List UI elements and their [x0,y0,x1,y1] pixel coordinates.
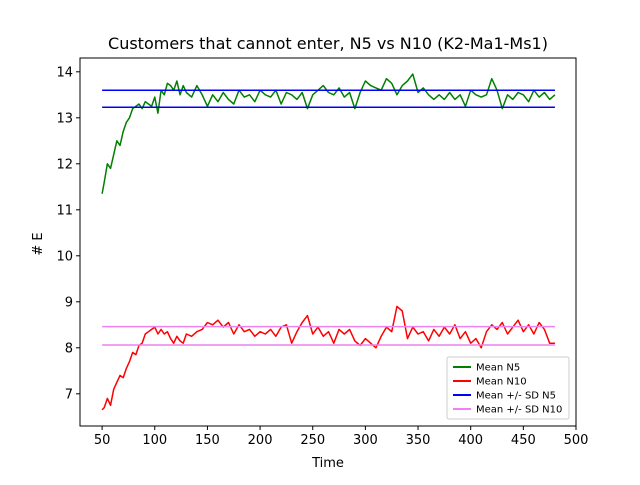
x-tick-label-100: 100 [142,433,167,448]
x-axis-label: Time [311,456,344,471]
legend-label-mean-sd-n5: Mean +/- SD N5 [476,391,556,402]
legend-label-mean-n10: Mean N10 [476,377,527,388]
y-tick-label-11: 11 [56,203,73,218]
x-tick-label-400: 400 [458,433,483,448]
x-tick-label-250: 250 [300,433,325,448]
y-axis-label: # E [31,232,46,255]
y-tick-label-8: 8 [65,341,73,356]
x-tick-label-300: 300 [353,433,378,448]
legend-label-mean-n5: Mean N5 [476,363,520,374]
x-tick-label-200: 200 [248,433,273,448]
y-tick-label-9: 9 [65,295,73,310]
series-mean-n5-line [101,73,556,194]
x-tick-label-500: 500 [564,433,589,448]
y-tick-label-14: 14 [56,65,73,80]
chart-title: Customers that cannot enter, N5 vs N10 (… [108,34,548,53]
legend-label-mean-sd-n10: Mean +/- SD N10 [476,405,562,416]
y-tick-label-10: 10 [56,249,73,264]
y-tick-label-13: 13 [56,111,73,126]
plot-area: 50 100 150 200 250 300 350 400 450 500 7 8 9 10 11 12 13… [56,57,589,448]
x-tick-label-50: 50 [94,433,111,448]
legend-box [446,356,570,420]
x-tick-label-150: 150 [195,433,220,448]
plot-frame [79,57,577,427]
x-tick-label-450: 450 [511,433,536,448]
x-tick-label-350: 350 [406,433,431,448]
y-tick-label-7: 7 [65,387,73,402]
y-tick-label-12: 12 [56,157,73,172]
